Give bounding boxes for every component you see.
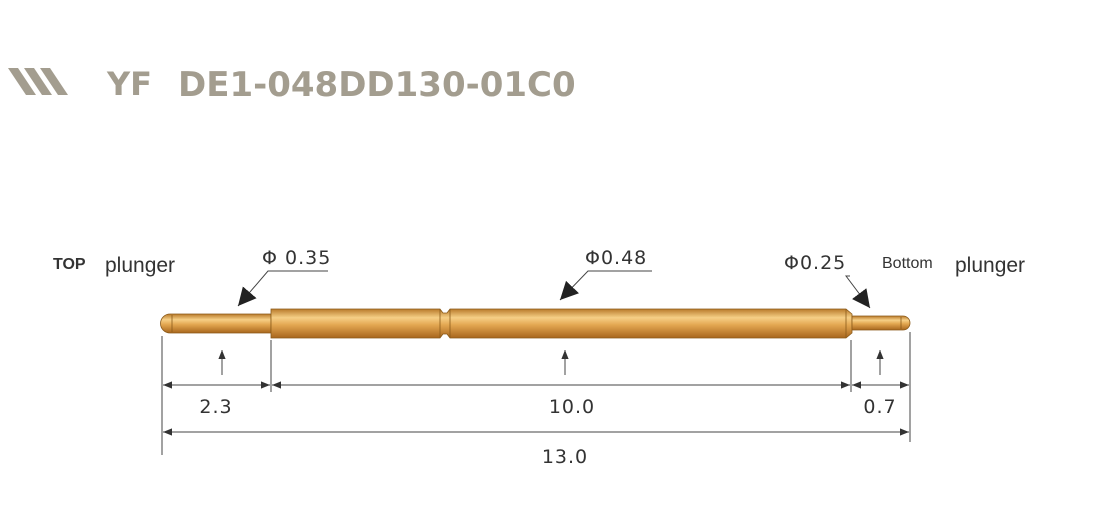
bottom-plunger: [851, 315, 911, 331]
brand-name: YF: [106, 65, 152, 103]
top-length: 2.3: [199, 396, 232, 418]
brand-logo-icon: [8, 68, 68, 95]
top-plunger: [160, 313, 272, 334]
total-length: 13.0: [542, 446, 588, 468]
bottom-label: Bottom: [882, 255, 933, 272]
bottom-plunger-label: plunger: [955, 254, 1025, 277]
top-plunger-label: plunger: [105, 254, 175, 277]
top-diameter: Φ 0.35: [262, 247, 331, 269]
barrel-diameter: Φ0.48: [585, 247, 647, 269]
top-label: TOP: [53, 256, 86, 273]
bottom-diameter: Φ0.25: [784, 252, 846, 274]
part-number: DE1-048DD130-01C0: [178, 65, 576, 105]
bottom-length: 0.7: [863, 396, 896, 418]
barrel: [270, 308, 853, 339]
probe-pin: [160, 308, 911, 339]
barrel-length: 10.0: [549, 396, 595, 418]
